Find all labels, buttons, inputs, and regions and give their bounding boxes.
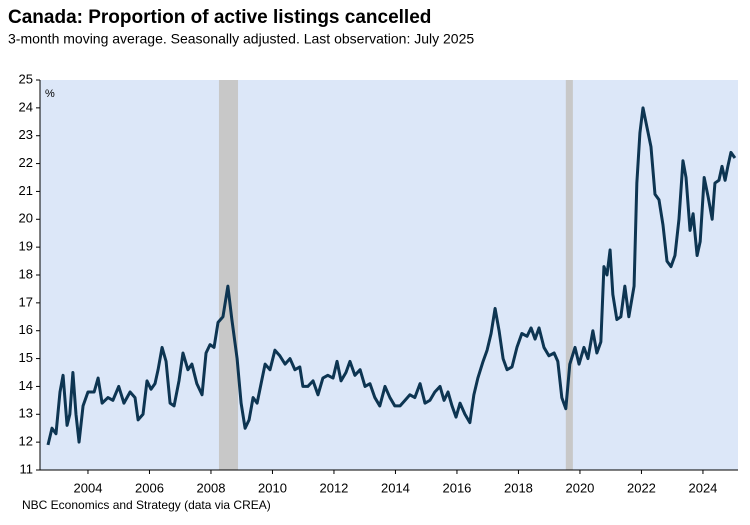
x-tick-label: 2004 xyxy=(74,480,103,495)
x-tick-label: 2006 xyxy=(135,480,164,495)
y-tick-label: 12 xyxy=(19,434,33,449)
y-tick-label: 22 xyxy=(19,155,33,170)
y-tick-label: 14 xyxy=(19,378,33,393)
shaded-period xyxy=(218,80,239,470)
y-tick-label: 21 xyxy=(19,183,33,198)
y-tick-label: 17 xyxy=(19,294,33,309)
x-tick-label: 2016 xyxy=(442,480,471,495)
shaded-period xyxy=(565,80,573,470)
y-tick-label: 13 xyxy=(19,406,33,421)
y-tick-label: 15 xyxy=(19,350,33,365)
x-tick-label: 2024 xyxy=(688,480,717,495)
y-tick-label: 25 xyxy=(19,71,33,86)
source-note: NBC Economics and Strategy (data via CRE… xyxy=(22,498,271,512)
y-tick-label: 11 xyxy=(20,461,34,476)
y-tick-label: 24 xyxy=(19,99,33,114)
y-tick-label: 18 xyxy=(19,266,33,281)
y-tick-label: 16 xyxy=(19,322,33,337)
plot-background xyxy=(40,80,738,470)
x-tick-label: 2012 xyxy=(319,480,348,495)
x-tick-label: 2008 xyxy=(197,480,226,495)
y-tick-label: 20 xyxy=(19,211,33,226)
y-tick-label: 23 xyxy=(19,127,33,142)
y-tick-label: 19 xyxy=(19,239,33,254)
y-axis-label: % xyxy=(45,88,55,100)
x-tick-label: 2014 xyxy=(381,480,410,495)
x-tick-label: 2018 xyxy=(504,480,533,495)
x-tick-label: 2022 xyxy=(627,480,656,495)
x-tick-label: 2010 xyxy=(258,480,287,495)
chart-title: Canada: Proportion of active listings ca… xyxy=(8,7,431,28)
chart-subtitle: 3-month moving average. Seasonally adjus… xyxy=(8,31,474,47)
data-line xyxy=(46,106,737,446)
x-tick-label: 2020 xyxy=(565,480,594,495)
